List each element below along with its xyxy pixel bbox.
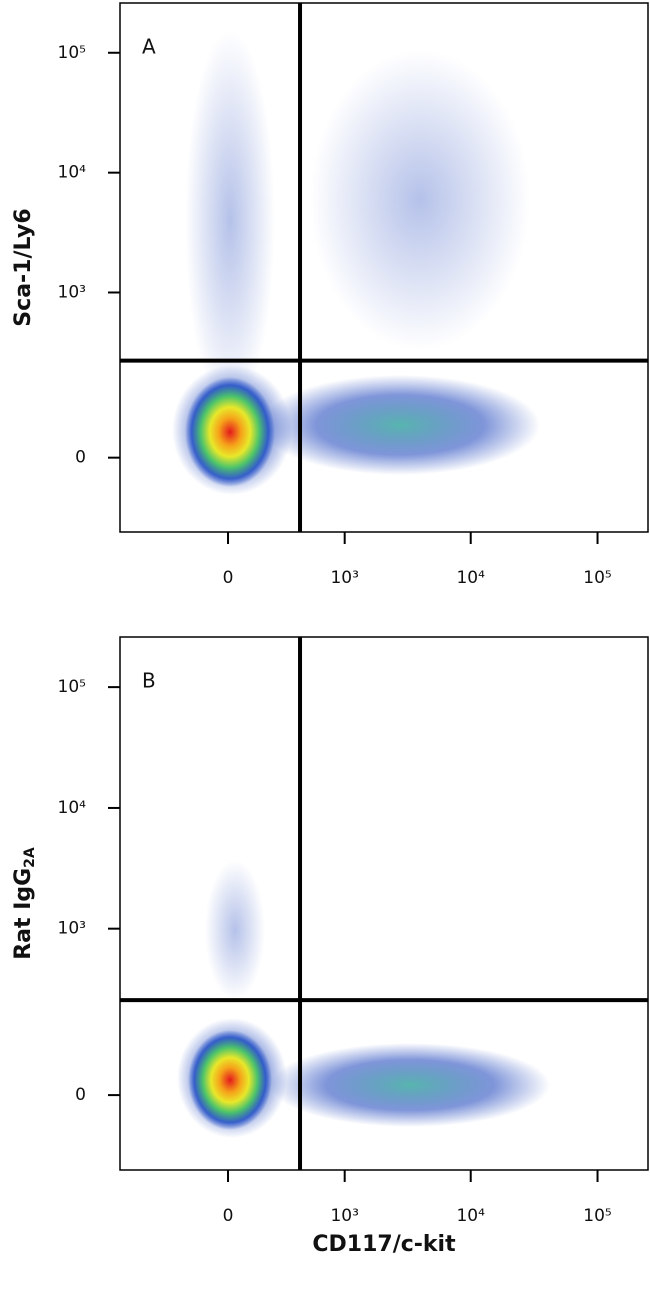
y-tick-label: 0: [75, 448, 86, 468]
density: [185, 30, 275, 410]
y-tick-label: 10⁵: [58, 43, 86, 63]
y-axis-label-text: Rat IgG: [11, 868, 36, 960]
density-b: [177, 860, 550, 1138]
y-tick-label: 10³: [58, 282, 86, 302]
y-tick-label: 10⁴: [58, 163, 87, 183]
density: [205, 860, 265, 1000]
x-tick-label: 10⁴: [456, 1206, 485, 1226]
x-tick-label: 10⁵: [583, 1206, 611, 1226]
y-tick-label: 10³: [58, 919, 86, 939]
density-a: [172, 30, 540, 495]
density: [188, 1030, 272, 1130]
y-axis-label-subscript: 2A: [22, 847, 38, 868]
y-tick-label: 10⁵: [58, 677, 86, 697]
x-axis-label: CD117/c-kit: [312, 1232, 456, 1257]
plot-frame: [119, 636, 649, 1171]
y-axis-label: Sca-1/Ly6: [11, 208, 36, 326]
panel-label: B: [142, 669, 156, 693]
density: [310, 50, 530, 350]
x-tick-label: 0: [223, 568, 234, 588]
plot-frame: [119, 2, 649, 533]
y-axis-label-text: Sca-1/Ly6: [11, 208, 36, 326]
x-tick-label: 10³: [330, 568, 358, 588]
panel-label: A: [142, 35, 156, 59]
x-tick-label: 10⁵: [583, 568, 611, 588]
density: [260, 375, 540, 475]
y-tick-label: 0: [75, 1085, 86, 1105]
x-tick-label: 0: [223, 1206, 234, 1226]
x-tick-label: 10⁴: [456, 568, 485, 588]
x-tick-label: 10³: [330, 1206, 358, 1226]
y-tick-label: 10⁴: [58, 798, 87, 818]
density: [185, 377, 275, 487]
density: [270, 1043, 550, 1127]
y-axis-label: Rat IgG2A: [11, 847, 38, 960]
